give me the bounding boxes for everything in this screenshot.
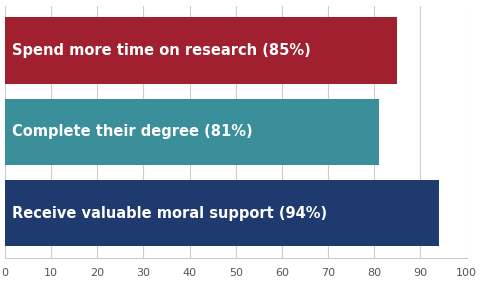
Bar [5, 98, 378, 165]
Text: Spend more time on research (85%): Spend more time on research (85%) [12, 43, 310, 58]
Bar [5, 180, 438, 246]
Bar [5, 17, 396, 84]
Text: Complete their degree (81%): Complete their degree (81%) [12, 124, 252, 139]
Text: Receive valuable moral support (94%): Receive valuable moral support (94%) [12, 206, 326, 221]
